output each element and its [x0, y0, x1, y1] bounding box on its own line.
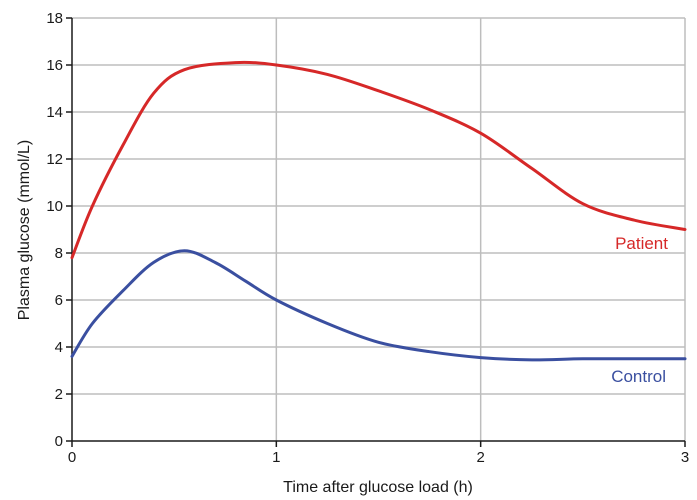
- series-line-control: [72, 251, 685, 360]
- y-tick-label: 16: [46, 57, 63, 74]
- y-tick-label: 8: [55, 245, 63, 262]
- x-tick-label: 0: [68, 449, 76, 466]
- y-axis-label: Plasma glucose (mmol/L): [16, 140, 33, 321]
- series-line-patient: [72, 62, 685, 257]
- series-label-control: Control: [611, 367, 666, 386]
- x-axis-label: Time after glucose load (h): [283, 479, 473, 496]
- y-tick-label: 10: [46, 198, 63, 215]
- series-label-patient: Patient: [615, 234, 668, 253]
- x-tick-label: 1: [272, 449, 280, 466]
- y-tick-label: 6: [55, 292, 63, 309]
- y-tick-label: 2: [55, 386, 63, 403]
- y-tick-label: 4: [55, 339, 63, 356]
- series-group: [72, 62, 685, 360]
- y-tick-label: 14: [46, 104, 63, 121]
- x-tick-label: 2: [476, 449, 484, 466]
- y-tick-label: 18: [46, 10, 63, 27]
- y-tick-label: 12: [46, 151, 63, 168]
- y-tick-label: 0: [55, 433, 63, 450]
- axes: [66, 18, 685, 447]
- x-tick-label: 3: [681, 449, 689, 466]
